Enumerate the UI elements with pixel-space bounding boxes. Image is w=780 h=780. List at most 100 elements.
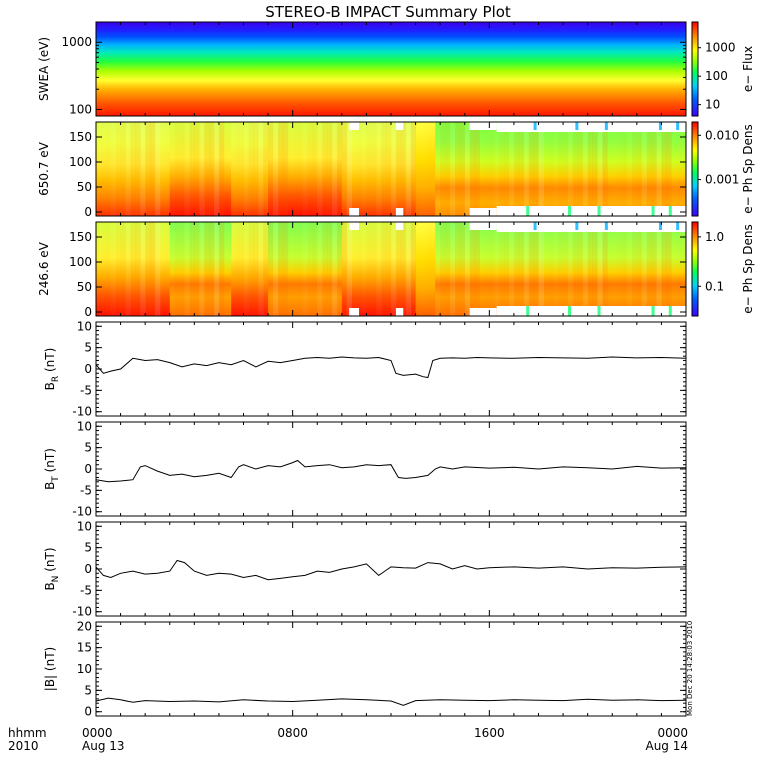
- pad-column-texture: [199, 122, 205, 216]
- pad-column-texture: [631, 122, 638, 216]
- pad-column-texture: [548, 222, 553, 316]
- colorbar-label: e− Flux: [741, 46, 755, 92]
- swea-column-texture: [214, 22, 225, 32]
- y-tick-label: 5: [84, 541, 92, 555]
- pad-column-texture: [651, 122, 657, 216]
- pad-data-gap: [349, 308, 360, 316]
- pad-column-texture: [450, 122, 456, 216]
- pad-spectrogram-segment: [341, 122, 417, 216]
- pad-edge-bin: [668, 306, 672, 316]
- pad-column-texture: [513, 122, 520, 216]
- pad-column-texture: [563, 222, 569, 316]
- pad-column-texture: [587, 122, 593, 216]
- swea-column-texture: [558, 22, 569, 32]
- panel-bn: -10 -5 0 5 10 BN (nT): [43, 519, 687, 619]
- pad-data-gap: [395, 122, 404, 130]
- swea-column-texture: [391, 22, 402, 32]
- pad-data-gap: [469, 122, 497, 130]
- pad-column-texture: [106, 222, 111, 316]
- pad-column-texture: [263, 222, 269, 316]
- pad-column-texture: [111, 222, 116, 316]
- pad-column-texture: [218, 222, 225, 316]
- y-tick-label: -5: [80, 383, 92, 397]
- pad-column-texture: [194, 222, 200, 316]
- panel-frame: [95, 21, 687, 117]
- y-tick-label: -10: [72, 505, 92, 519]
- pad-column-texture: [425, 122, 430, 216]
- panel-br: -10 -5 0 5 10 BR (nT): [43, 319, 687, 419]
- pad-edge-bin: [651, 206, 655, 216]
- pad-data-gap: [395, 222, 404, 230]
- pad-column-texture: [386, 122, 392, 216]
- x-tick-date-label: Aug 13: [82, 739, 125, 753]
- pad-column-texture: [155, 222, 161, 316]
- swea-column-texture: [597, 22, 608, 32]
- pad-column-texture: [282, 122, 289, 216]
- y-axis-label: BT (nT): [43, 448, 61, 490]
- panel-frame: [95, 221, 687, 317]
- pad-column-texture: [293, 122, 298, 216]
- pad-column-texture: [243, 122, 249, 216]
- pad-data-gap: [496, 122, 686, 132]
- pad-column-texture: [327, 222, 333, 316]
- pad-edge-bin: [658, 122, 662, 130]
- swea-column-texture: [174, 22, 185, 32]
- panel-swea: 10 100 1000 e− Flux 100 1000 SWEA (eV): [37, 21, 755, 117]
- pad-column-texture: [651, 222, 657, 316]
- pad-edge-bin: [568, 206, 571, 216]
- pad-column-texture: [229, 122, 234, 216]
- pad-column-texture: [627, 222, 633, 316]
- swea-column-texture: [636, 22, 648, 32]
- pad-column-texture: [175, 222, 180, 316]
- colorbar-label: e− Ph Sp Dens: [741, 124, 755, 213]
- pad-column-texture: [357, 222, 362, 316]
- swea-column-texture: [518, 22, 530, 32]
- swea-column-texture: [430, 22, 441, 32]
- pad-column-texture: [617, 222, 622, 316]
- swea-column-texture: [627, 22, 638, 32]
- pad-column-texture: [120, 222, 126, 316]
- pad-column-texture: [676, 222, 681, 316]
- pad-column-texture: [101, 222, 106, 316]
- swea-column-texture: [656, 22, 667, 32]
- swea-column-texture: [164, 22, 176, 32]
- pad-column-texture: [450, 222, 456, 316]
- y-axis-label: 246.6 eV: [37, 241, 51, 296]
- pad-column-texture: [484, 122, 489, 216]
- pad-edge-bin: [676, 122, 680, 130]
- pad-column-texture: [140, 222, 146, 316]
- pad-column-texture: [410, 122, 416, 216]
- pad-column-texture: [430, 222, 435, 316]
- panel-bmag: 0 5 10 15 20 |B| (nT): [43, 619, 687, 719]
- pad-column-texture: [263, 122, 269, 216]
- x-tick-label: 0000: [657, 726, 688, 740]
- swea-column-texture: [617, 22, 628, 32]
- pad-spectrogram-segment: [169, 122, 232, 216]
- y-tick-label: 15: [77, 641, 92, 655]
- pad-column-texture: [150, 222, 156, 316]
- pad-edge-bin: [676, 222, 680, 230]
- y-tick-label: 50: [77, 180, 92, 194]
- colorbar-tick-label: 0.001: [705, 173, 739, 187]
- pad-column-texture: [454, 122, 461, 216]
- pad-column-texture: [627, 122, 633, 216]
- y-axis-label: 650.7 eV: [37, 141, 51, 196]
- pad-column-texture: [489, 222, 494, 316]
- pad-column-texture: [298, 122, 303, 216]
- pad-column-texture: [538, 222, 544, 316]
- swea-column-texture: [538, 22, 549, 32]
- pad-data-gap: [395, 208, 404, 216]
- y-tick-label: 0: [84, 705, 92, 719]
- pad-column-texture: [592, 122, 598, 216]
- pad-column-texture: [597, 222, 603, 316]
- pad-data-gap: [349, 122, 360, 130]
- pad-data-gap: [496, 206, 686, 216]
- pad-column-texture: [336, 122, 343, 216]
- swea-column-texture: [548, 22, 559, 32]
- pad-column-texture: [253, 222, 259, 316]
- pad-column-texture: [528, 122, 534, 216]
- pad-column-texture: [381, 222, 387, 316]
- pad-column-texture: [366, 122, 371, 216]
